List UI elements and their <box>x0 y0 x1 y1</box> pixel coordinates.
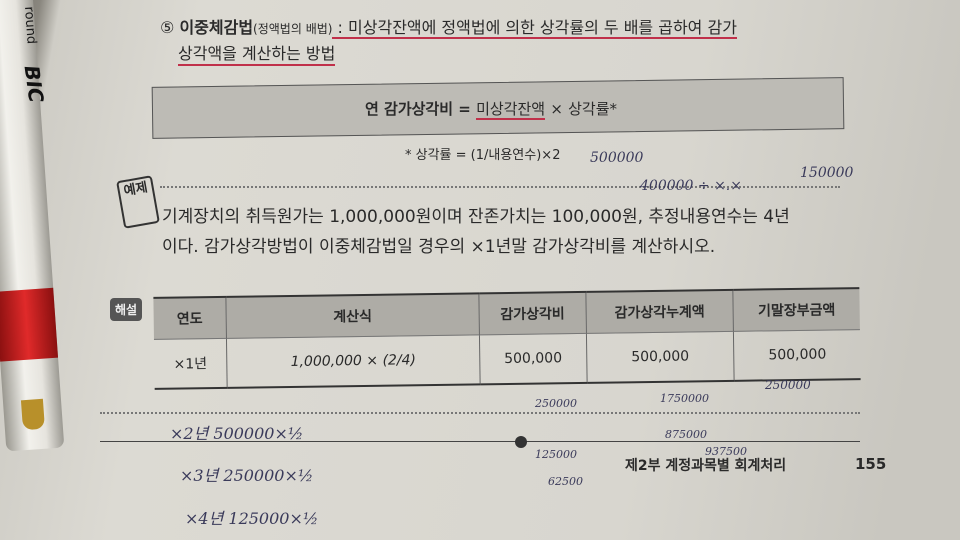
handwritten-note: 937500 <box>705 445 747 458</box>
divider <box>160 186 840 188</box>
header-depreciation: 감가상각비 <box>478 291 587 335</box>
handwritten-note: 250000 <box>765 378 811 392</box>
handwritten-note: ×3년 250000×½ <box>180 466 314 485</box>
cell-formula: 1,000,000 × (2/4) <box>226 334 481 388</box>
divider <box>100 412 860 414</box>
handwritten-note: 500000 <box>590 150 644 166</box>
handwritten-note: ×2년 500000×½ <box>170 424 304 443</box>
header-year: 연도 <box>153 296 227 340</box>
page-number: 155 <box>855 455 887 473</box>
section-description: 상각액을 계산하는 방법 <box>178 40 336 66</box>
cell-depreciation: 500,000 <box>479 333 587 385</box>
footer-line <box>100 441 860 442</box>
footnote: * 상각률 = (1/내용연수)×2 <box>405 148 561 163</box>
example-text-line2: 이다. 감가상각방법이 이중체감법일 경우의 ×1년말 감가상각비를 계산하시오… <box>162 237 716 257</box>
section-heading: ⑤ 이중체감법(정액법의 배법) : 미상각잔액에 정액법에 의한 상각률의 두… <box>160 18 737 39</box>
header-accumulated: 감가상각누계액 <box>585 289 734 334</box>
example-text-line1: 기계장치의 취득원가는 1,000,000원이며 잔존가치는 100,000원,… <box>162 207 790 227</box>
chapter-title: 제2부 계정과목별 회계처리 <box>625 458 787 474</box>
handwritten-note: 62500 <box>548 475 583 488</box>
handwritten-note: 125000 <box>535 448 577 461</box>
cell-book-value: 500,000 <box>733 329 861 381</box>
cell-accumulated: 500,000 <box>586 331 735 383</box>
handwritten-note: 1750000 <box>660 392 709 405</box>
footer-dot <box>515 436 527 448</box>
handwritten-note: 875000 <box>665 428 707 441</box>
handwritten-note: 400000 ÷ ×.× <box>640 178 742 194</box>
header-formula: 계산식 <box>225 293 480 339</box>
solution-table: 연도 계산식 감가상각비 감가상각누계액 기말장부금액 ×1년 1,000,00… <box>153 287 861 390</box>
handwritten-note: ×4년 125000×½ <box>185 509 319 528</box>
header-book-value: 기말장부금액 <box>733 288 860 332</box>
formula: 연 감가상각비 = 미상각잔액 × 상각률* <box>365 100 618 120</box>
solution-badge: 해설 <box>110 298 143 321</box>
handwritten-note: 250000 <box>535 397 577 410</box>
cell-year: ×1년 <box>153 338 228 389</box>
handwritten-note: 150000 <box>800 165 854 181</box>
table-row: ×1년 1,000,000 × (2/4) 500,000 500,000 50… <box>153 329 861 389</box>
example-icon: 예제 <box>116 175 160 229</box>
